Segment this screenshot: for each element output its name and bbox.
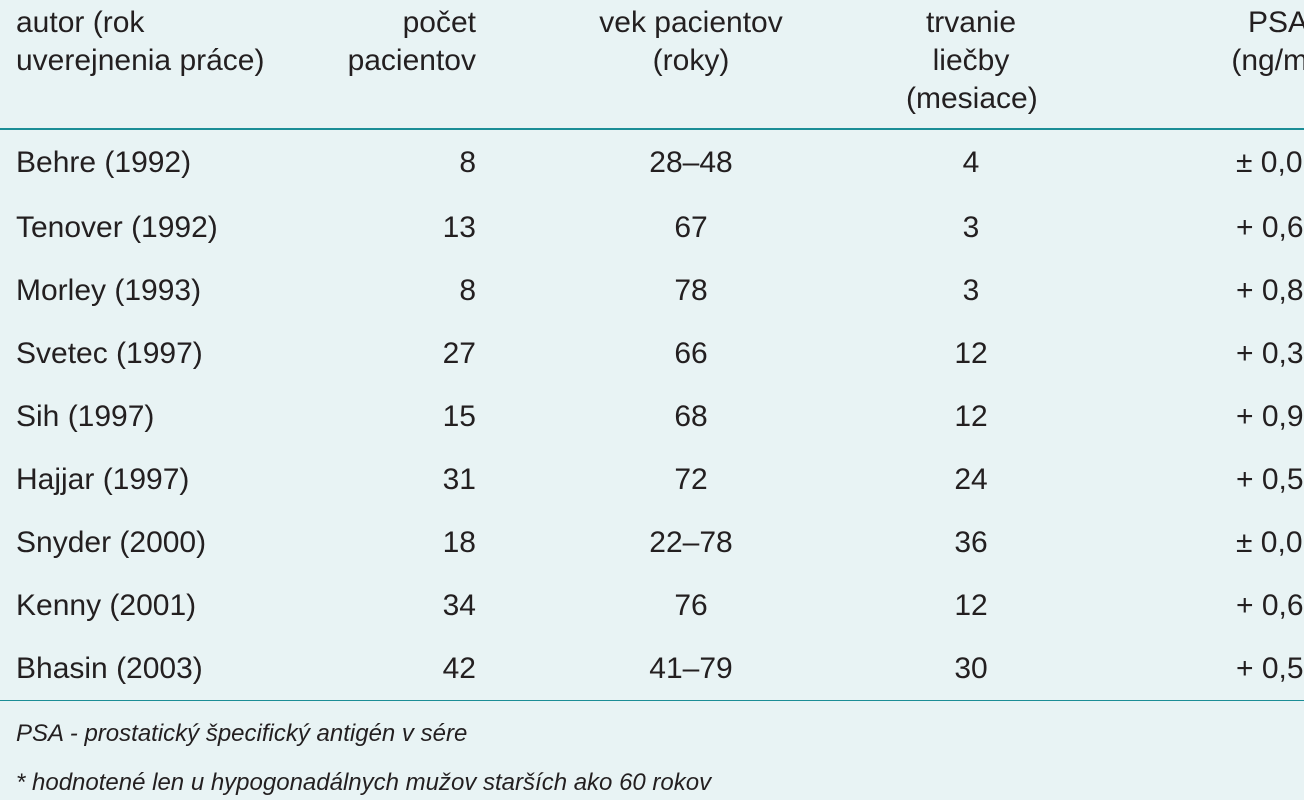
table-row: Bhasin (2003) 42 41–79 30 + 0,5*	[0, 637, 1304, 701]
cell-author: Kenny (2001)	[16, 588, 197, 622]
cell-count-value: 15	[442, 399, 476, 433]
cell-count: 15	[346, 385, 476, 448]
cell-author: Hajjar (1997)	[16, 462, 190, 496]
cell-count: 8	[346, 129, 476, 196]
table-row: Morley (1993) 8 78 3 + 0,8	[0, 259, 1304, 322]
cell-author: Bhasin (2003)	[0, 637, 346, 701]
cell-count-value: 18	[442, 525, 476, 559]
table-body: Behre (1992) 8 28–48 4 ± 0,0 Tenover (19…	[0, 129, 1304, 701]
cell-author: Svetec (1997)	[16, 336, 203, 370]
header-duration-line1: trvanie liečby	[925, 6, 1017, 77]
cell-psa: ± 0,0	[1036, 129, 1304, 196]
cell-author: Snyder (2000)	[16, 525, 207, 559]
cell-duration: 36	[954, 525, 988, 559]
cell-psa-value: + 0,5	[1236, 462, 1304, 496]
header-row: autor (rok uverejnenia práce) počet paci…	[0, 0, 1304, 130]
cell-psa-value: ± 0,0	[1236, 525, 1303, 559]
header-psa-line1: PSA	[1247, 6, 1304, 39]
header-psa-line2: (ng/ml)	[1231, 44, 1304, 77]
cell-age: 41–79	[476, 637, 906, 701]
header-age: vek pacientov (roky)	[476, 0, 906, 130]
cell-duration: 12	[954, 588, 988, 622]
cell-duration: 24	[954, 462, 988, 496]
cell-psa: ± 0,0	[1036, 511, 1304, 574]
header-psa: PSA (ng/ml)	[1036, 0, 1304, 130]
cell-duration: 30	[906, 637, 1036, 701]
cell-age: 72	[674, 462, 708, 496]
cell-age: 28–48	[649, 146, 733, 179]
cell-psa-value: + 0,6	[1236, 588, 1304, 622]
cell-psa-value: + 0,3	[1236, 336, 1304, 370]
cell-count-value: 8	[459, 146, 476, 179]
cell-count: 34	[346, 574, 476, 637]
cell-author: Sih (1997)	[16, 399, 155, 433]
cell-count: 18	[346, 511, 476, 574]
cell-author: Morley (1993)	[16, 273, 202, 307]
footnote-psa-definition: PSA - prostatický špecifický antigén v s…	[16, 720, 468, 747]
cell-psa: + 0,9	[1036, 385, 1304, 448]
header-count-line2: pacientov	[347, 44, 476, 77]
cell-psa-value: + 0,8	[1236, 273, 1304, 307]
cell-count-value: 13	[442, 210, 476, 244]
table-row: Svetec (1997) 27 66 12 + 0,3	[0, 322, 1304, 385]
data-table: autor (rok uverejnenia práce) počet paci…	[0, 0, 1304, 701]
cell-count: 8	[346, 259, 476, 322]
cell-psa-value: ± 0,0	[1236, 146, 1303, 179]
table-row: Behre (1992) 8 28–48 4 ± 0,0	[0, 129, 1304, 196]
table-row: Sih (1997) 15 68 12 + 0,9	[0, 385, 1304, 448]
cell-duration: 4	[962, 146, 980, 179]
cell-age: 22–78	[649, 525, 733, 559]
cell-count: 13	[346, 196, 476, 259]
cell-psa: + 0,5*	[1036, 637, 1304, 701]
cell-psa-value: + 0,6	[1236, 210, 1304, 244]
cell-psa: + 0,3	[1036, 322, 1304, 385]
cell-count: 31	[346, 448, 476, 511]
table-row: Hajjar (1997) 31 72 24 + 0,5	[0, 448, 1304, 511]
cell-count: 42	[346, 637, 476, 701]
cell-count-value: 42	[442, 651, 476, 685]
cell-duration: 12	[954, 336, 988, 370]
cell-psa: + 0,8	[1036, 259, 1304, 322]
cell-age: 68	[674, 399, 708, 433]
cell-age: 67	[674, 210, 708, 244]
cell-psa: + 0,6	[1036, 574, 1304, 637]
header-author: autor (rok uverejnenia práce)	[0, 0, 346, 130]
header-author-line1: autor (rok	[16, 6, 145, 39]
header-duration-line2: (mesiace)	[906, 82, 1038, 115]
cell-count-value: 31	[442, 462, 476, 496]
cell-count-value: 8	[459, 273, 476, 307]
footnotes: PSA - prostatický špecifický antigén v s…	[0, 701, 1304, 796]
cell-author: Tenover (1992)	[16, 210, 218, 244]
footnote-asterisk: * hodnotené len u hypogonadálnych mužov …	[16, 769, 712, 796]
cell-psa-value: + 0,9	[1236, 399, 1304, 433]
header-count-line1: počet	[402, 6, 476, 39]
cell-psa: + 0,6	[1036, 196, 1304, 259]
cell-psa: + 0,5	[1036, 448, 1304, 511]
cell-count-value: 34	[442, 588, 476, 622]
cell-duration: 12	[954, 399, 988, 433]
cell-psa-value: + 0,5*	[1236, 651, 1304, 685]
header-age-line2: (roky)	[652, 44, 730, 77]
table-row: Tenover (1992) 13 67 3 + 0,6	[0, 196, 1304, 259]
cell-duration: 3	[962, 273, 980, 307]
cell-age: 76	[674, 588, 708, 622]
table-row: Snyder (2000) 18 22–78 36 ± 0,0	[0, 511, 1304, 574]
cell-count-value: 27	[442, 336, 476, 370]
cell-duration: 3	[962, 210, 980, 244]
table-row: Kenny (2001) 34 76 12 + 0,6	[0, 574, 1304, 637]
cell-count: 27	[346, 322, 476, 385]
header-age-line1: vek pacientov	[599, 6, 783, 39]
header-count: počet pacientov	[346, 0, 476, 130]
cell-age: 78	[674, 273, 708, 307]
cell-author: Behre (1992)	[16, 146, 192, 179]
header-duration: trvanie liečby (mesiace)	[906, 0, 1038, 130]
header-psa-block: PSA (ng/ml)	[1228, 4, 1304, 80]
header-author-line2: uverejnenia práce)	[16, 44, 265, 77]
cell-age: 66	[674, 336, 708, 370]
table-header: autor (rok uverejnenia práce) počet paci…	[0, 0, 1304, 130]
